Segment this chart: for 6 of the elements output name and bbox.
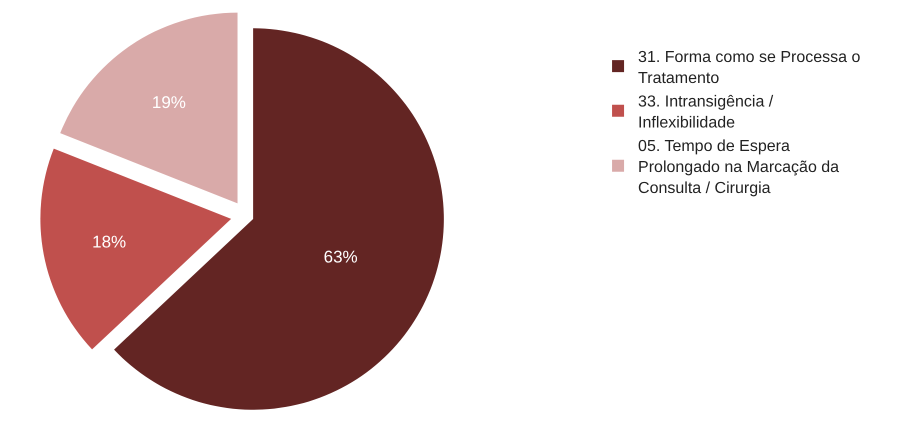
legend-label: 05. Tempo de Espera Prolongado na Marcação da Consulta / Cirurgia: [638, 138, 840, 197]
legend-label: 33. Intransigência / Inflexibilidade: [638, 94, 774, 132]
data-label: 63%: [324, 247, 358, 266]
legend-label: 31. Forma como se Processa o Tratamento: [638, 48, 860, 87]
data-label: 19%: [152, 92, 186, 112]
data-label: 18%: [92, 232, 126, 252]
